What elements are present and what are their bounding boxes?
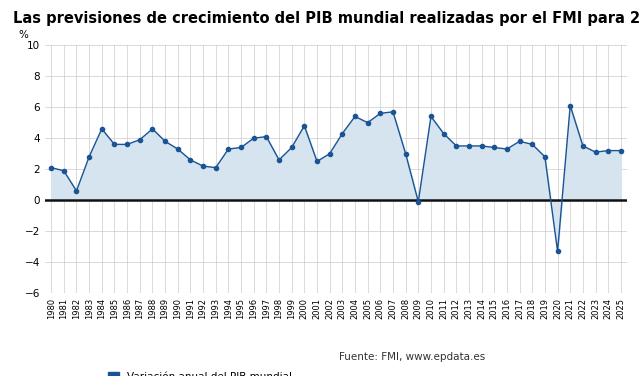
Text: Las previsiones de crecimiento del PIB mundial realizadas por el FMI para 2024 y: Las previsiones de crecimiento del PIB m… <box>13 11 640 26</box>
Text: %: % <box>19 30 28 40</box>
Legend: Variación anual del PIB mundial: Variación anual del PIB mundial <box>108 372 292 376</box>
Text: Fuente: FMI, www.epdata.es: Fuente: FMI, www.epdata.es <box>339 352 486 362</box>
